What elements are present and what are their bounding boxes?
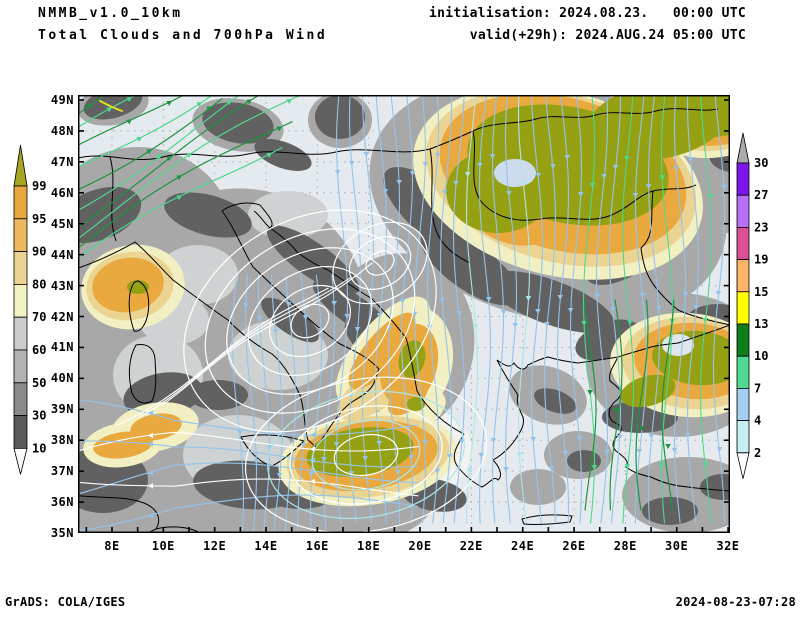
map-panel: [78, 95, 730, 533]
lon-label: 14E: [254, 539, 278, 553]
lat-label: 38N: [50, 433, 74, 448]
model-title: NMMB_v1.0_10km: [38, 6, 183, 21]
lon-label: 16E: [305, 539, 329, 553]
valid-time-label: valid(+29h): 2024.AUG.24 05:00 UTC: [469, 28, 746, 43]
lat-label: 47N: [50, 154, 74, 169]
wind-speed-colorbar: 30 27 23 19 15 13 10 7 4 2: [736, 132, 768, 479]
lat-label: 46N: [50, 185, 74, 200]
cloud-cover-colorbar: 99 95 90 80 70 60 50 30 10: [13, 144, 46, 475]
colorbar-value: 10: [754, 349, 768, 363]
initialisation-label: initialisation: 2024.08.23. 00:00 UTC: [429, 6, 746, 21]
colorbar-value: 4: [754, 414, 761, 428]
colorbar-value: 23: [754, 220, 768, 234]
lon-label: 28E: [613, 539, 637, 553]
colorbar-value: 7: [754, 381, 761, 395]
colorbar-value: 90: [32, 245, 46, 259]
lat-label: 39N: [50, 402, 74, 417]
lat-label: 49N: [50, 93, 74, 107]
lat-label: 41N: [50, 340, 74, 355]
lat-label: 48N: [50, 123, 74, 138]
lat-label: 35N: [50, 526, 74, 541]
lat-label: 43N: [50, 278, 74, 293]
lat-label: 37N: [50, 464, 74, 479]
colorbar-value: 60: [32, 343, 46, 357]
lon-label: 20E: [408, 539, 432, 553]
lat-label: 45N: [50, 216, 74, 231]
colorbar-value: 99: [32, 179, 46, 193]
lat-label: 44N: [50, 247, 74, 262]
lon-label: 18E: [357, 539, 381, 553]
colorbar-value: 2: [754, 446, 761, 460]
colorbar-value: 70: [32, 310, 46, 324]
lon-label: 8E: [104, 539, 120, 553]
colorbar-value: 15: [754, 285, 768, 299]
lon-label: 10E: [151, 539, 175, 553]
colorbar-value: 13: [754, 317, 768, 331]
colorbar-value: 10: [32, 441, 46, 455]
lon-label: 12E: [203, 539, 227, 553]
colorbar-value: 95: [32, 212, 46, 226]
lat-label: 42N: [50, 309, 74, 324]
lat-label: 36N: [50, 495, 74, 510]
colorbar-value: 19: [754, 253, 768, 267]
lat-label: 40N: [50, 371, 74, 386]
creation-timestamp: 2024-08-23-07:28: [675, 595, 796, 609]
product-title: Total Clouds and 700hPa Wind: [38, 28, 328, 43]
lon-label: 22E: [459, 539, 483, 553]
grads-credit: GrADS: COLA/IGES: [5, 595, 126, 609]
lon-label: 24E: [511, 539, 535, 553]
lon-label: 30E: [665, 539, 689, 553]
colorbar-value: 30: [32, 409, 46, 423]
colorbar-value: 50: [32, 376, 46, 390]
lon-label: 26E: [562, 539, 586, 553]
wind-streamlines: [78, 95, 727, 533]
lon-label: 32E: [716, 539, 740, 553]
colorbar-value: 30: [754, 156, 768, 170]
colorbar-value: 80: [32, 277, 46, 291]
colorbar-value: 27: [754, 188, 768, 202]
